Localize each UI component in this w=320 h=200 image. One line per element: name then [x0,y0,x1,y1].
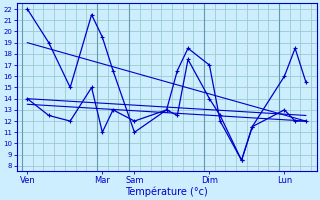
X-axis label: Température (°c): Température (°c) [125,186,208,197]
